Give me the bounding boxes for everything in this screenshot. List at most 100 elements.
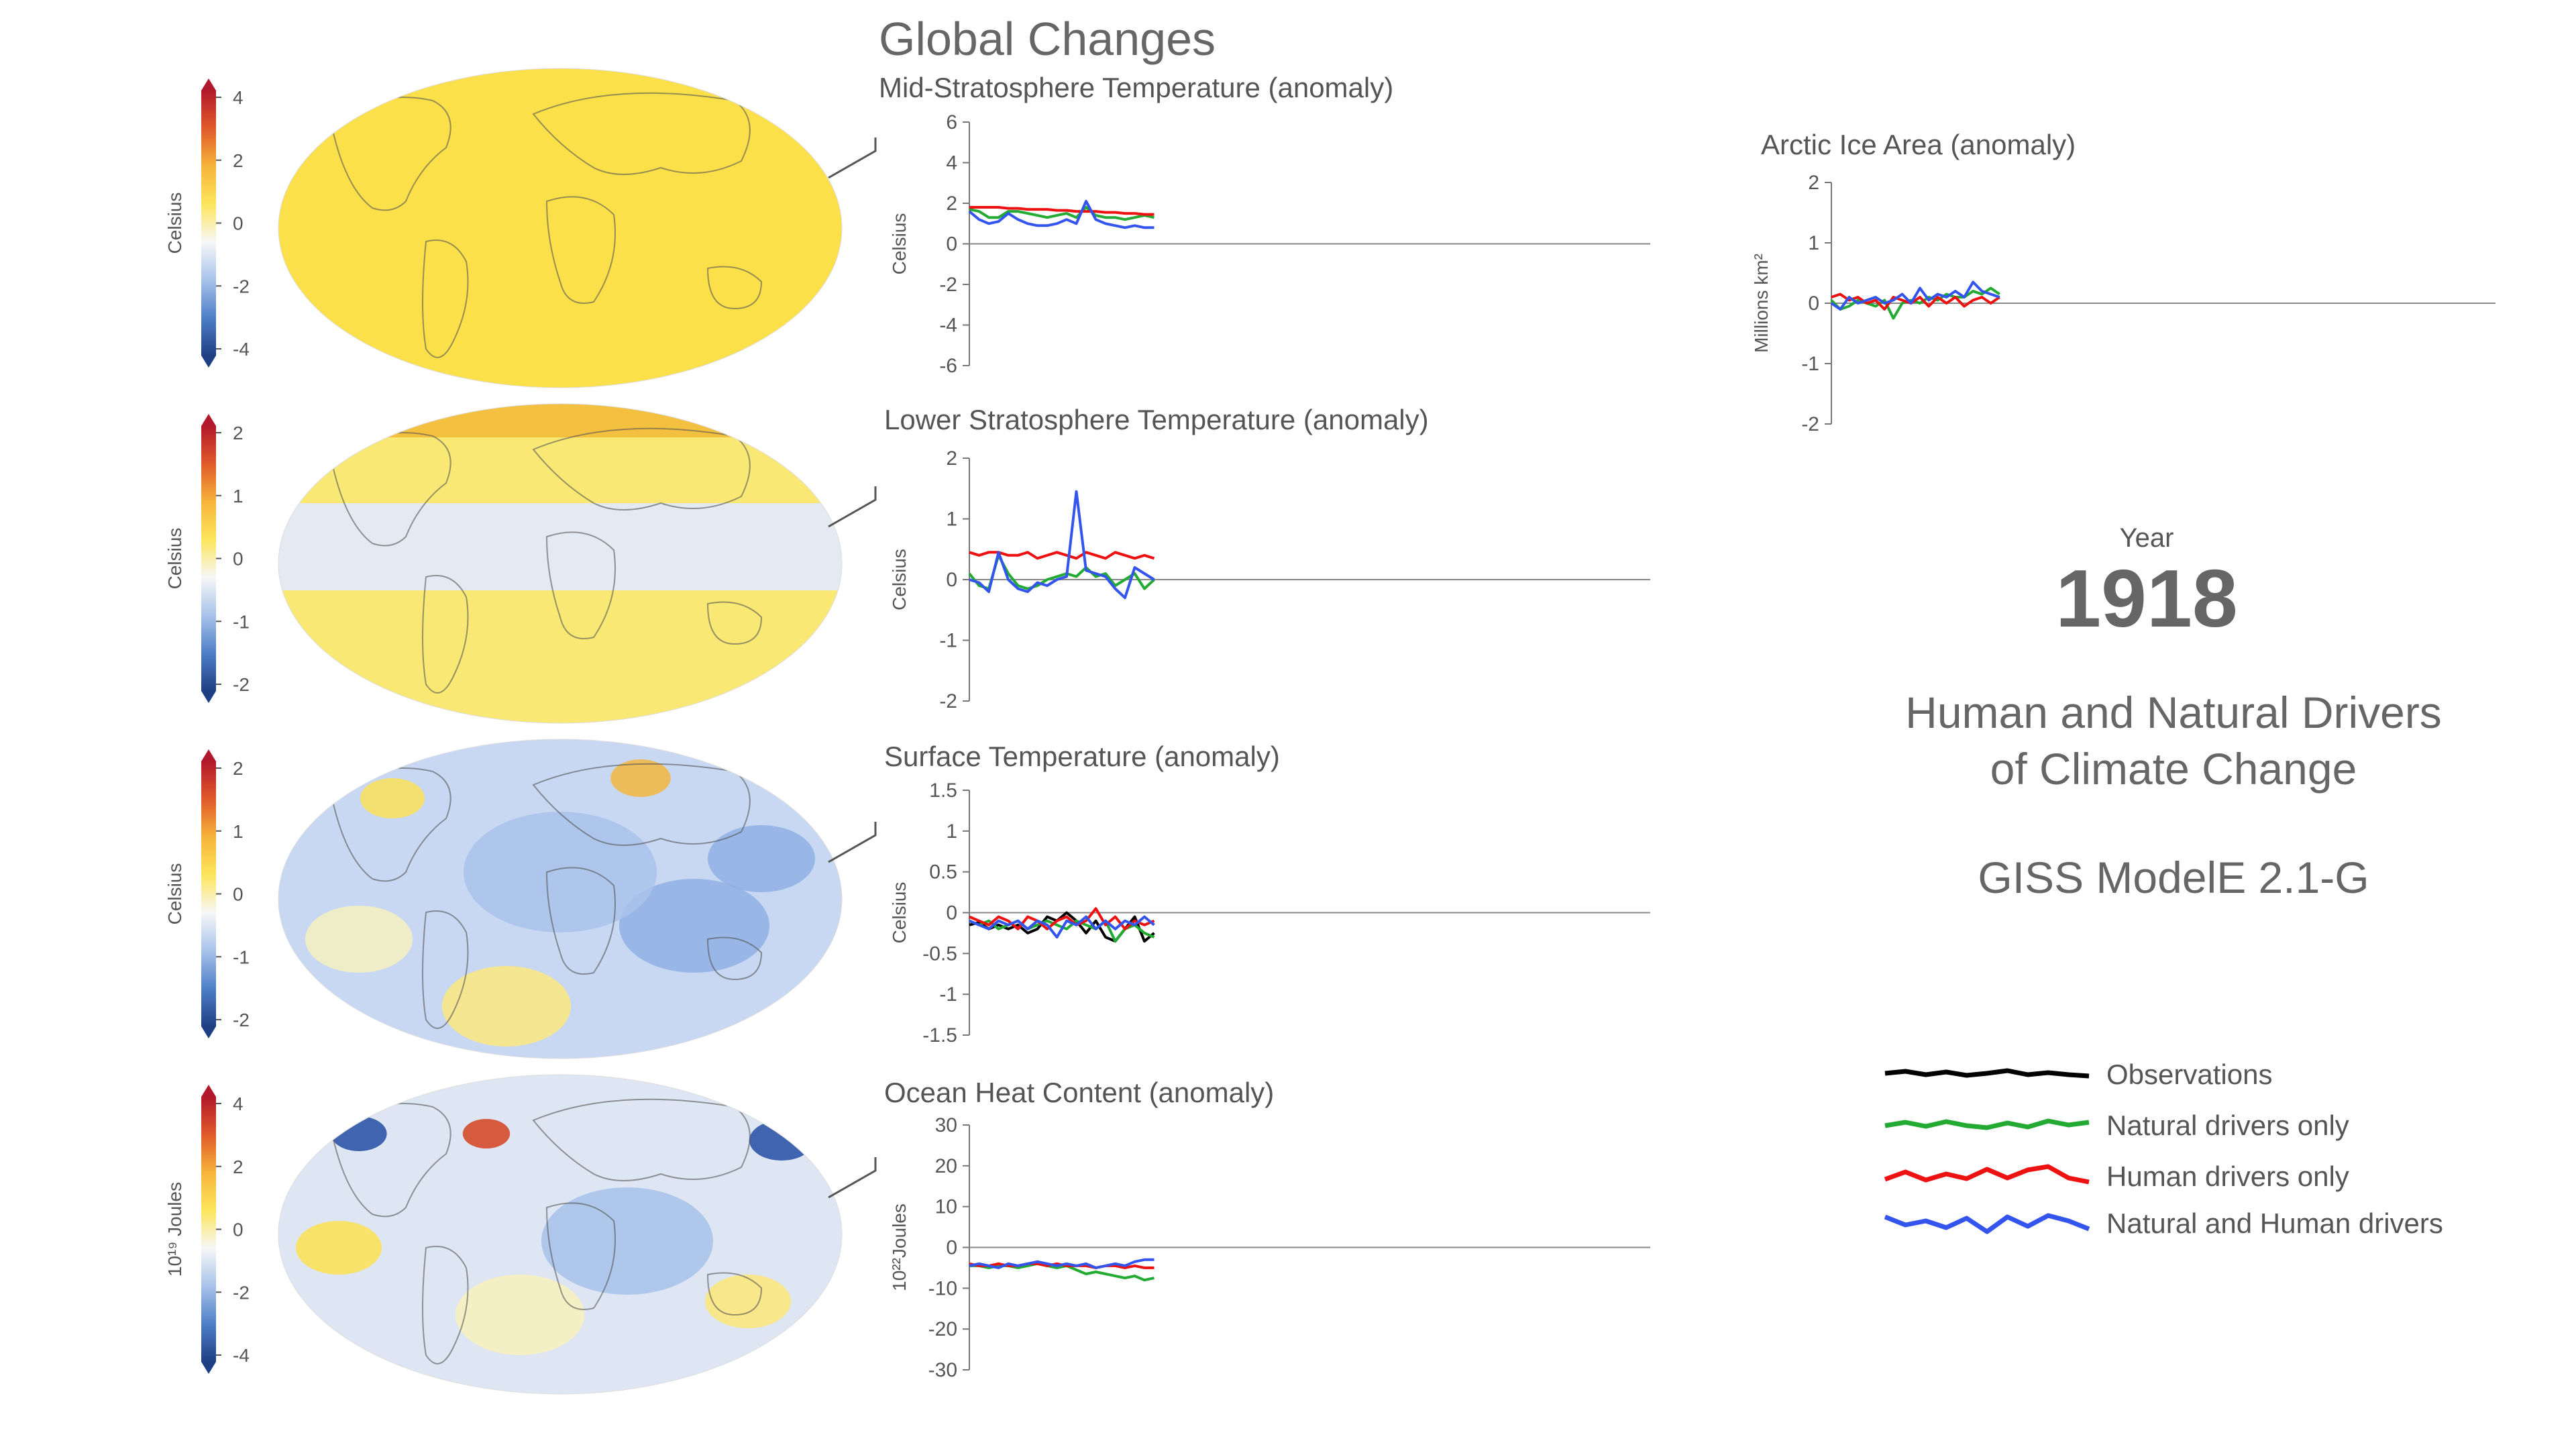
colorbar-tick: 0: [233, 884, 244, 905]
chart-title: Arctic Ice Area (anomaly): [1761, 129, 2076, 160]
subtitle-line-1: Human and Natural Drivers: [1905, 688, 2442, 737]
y-axis-label: Celsius: [889, 549, 910, 610]
legend-swatch: [1884, 1118, 2090, 1130]
leader-line: [828, 1157, 877, 1199]
chart-title: Ocean Heat Content (anomaly): [884, 1077, 1274, 1108]
model-name: GISS ModelE 2.1-G: [1978, 853, 2369, 902]
colorbar-tick: 2: [233, 1157, 244, 1177]
chart-2: Lower Stratosphere Temperature (anomaly)…: [884, 404, 1650, 712]
y-tick-label: 1.5: [929, 780, 957, 802]
colorbar-tick: 2: [233, 150, 244, 171]
y-axis-label: Celsius: [889, 213, 910, 275]
y-tick-label: 2: [946, 193, 957, 215]
legend-label-natural-human: Natural and Human drivers: [2106, 1208, 2443, 1239]
chart-title: Surface Temperature (anomaly): [884, 741, 1280, 772]
y-axis-label: Millions km²: [1751, 254, 1772, 353]
y-tick-label: -1.5: [922, 1024, 957, 1046]
subtitle: Human and Natural Drivers of Climate Cha…: [1811, 684, 2536, 797]
y-tick-label: 2: [1808, 172, 1819, 194]
colorbar: [201, 761, 216, 1026]
series-line-natural-and-human-drivers: [968, 200, 1155, 229]
colorbar-tick: 2: [233, 423, 244, 443]
series-line-natural-and-human-drivers: [1830, 280, 2000, 311]
colorbar-tick: 1: [233, 486, 244, 506]
leader-line: [828, 822, 877, 863]
leader-line: [828, 138, 877, 179]
y-axis-label: 10²²Joules: [889, 1203, 910, 1291]
year-value: 1918: [2055, 553, 2238, 644]
colorbar-tick: -2: [233, 1010, 250, 1030]
colorbar-tick: 1: [233, 821, 244, 842]
y-tick-label: 6: [946, 111, 957, 133]
map-panel-1: 4 2 0 -2 -4 Celsius: [164, 68, 877, 388]
legend-swatch: [1884, 1213, 2090, 1234]
chart-title: Mid-Stratosphere Temperature (anomaly): [879, 72, 1393, 103]
y-tick-label: -2: [939, 690, 957, 712]
y-tick-label: 0.5: [929, 861, 957, 883]
legend-label-natural: Natural drivers only: [2106, 1110, 2349, 1141]
colorbar-unit-label: Celsius: [164, 863, 185, 925]
map-panel-4: 4 2 0 -2 -4 10¹⁹ Joules: [164, 1074, 877, 1395]
colorbar-cap-bottom: [201, 1362, 216, 1374]
map-surface: [278, 1075, 842, 1394]
map-panel-2: 2 1 0 -1 -2 Celsius: [164, 403, 877, 724]
y-tick-label: 30: [935, 1114, 957, 1136]
colorbar-tick: -2: [233, 276, 250, 297]
chart-title: Lower Stratosphere Temperature (anomaly): [884, 404, 1429, 435]
map-surface: [278, 739, 842, 1059]
colorbar-tick: -4: [233, 339, 250, 360]
legend-swatch: [1884, 1068, 2090, 1079]
series-line-natural-and-human-drivers: [969, 490, 1155, 600]
colorbar-tick: -4: [233, 1345, 250, 1366]
colorbar-cap-top: [201, 78, 216, 91]
legend: Observations Natural drivers only Human …: [1878, 1053, 2549, 1268]
colorbar-tick: 0: [233, 549, 244, 570]
series-line-natural-and-human-drivers: [969, 1258, 1155, 1269]
map-surface: [278, 404, 842, 723]
colorbar-tick: 0: [233, 213, 244, 234]
y-tick-label: 0: [946, 569, 957, 591]
colorbar: [201, 1097, 216, 1362]
colorbar-cap-top: [201, 1085, 216, 1097]
year-label: Year: [2119, 523, 2174, 553]
y-axis-label: Celsius: [889, 882, 910, 944]
leader-line: [828, 486, 877, 528]
y-tick-label: 0: [946, 1237, 957, 1259]
chart-3: Surface Temperature (anomaly) 1.5 1 0.5 0 -0.…: [884, 741, 1650, 1046]
y-tick-label: -10: [928, 1277, 957, 1299]
legend-label-human: Human drivers only: [2106, 1161, 2349, 1192]
subtitle-line-2: of Climate Change: [1990, 744, 2357, 794]
legend-swatches: [1884, 1068, 2090, 1234]
colorbar-tick: -1: [233, 947, 250, 967]
y-tick-label: 10: [935, 1196, 957, 1218]
y-tick-label: -0.5: [922, 943, 957, 965]
series-line-natural-and-human-drivers: [969, 915, 1155, 938]
colorbar-tick: 0: [233, 1220, 244, 1240]
colorbar-unit-label: Celsius: [164, 528, 185, 590]
y-tick-label: 0: [946, 233, 957, 256]
y-tick-label: 2: [946, 447, 957, 470]
page-title: Global Changes: [879, 13, 1216, 65]
y-tick-label: 1: [1808, 232, 1819, 254]
colorbar-tick: 2: [233, 758, 244, 779]
chart-4: Ocean Heat Content (anomaly) 30 20 10 0 -10 -2…: [884, 1077, 1650, 1381]
colorbar-tick: 4: [233, 1093, 244, 1114]
series-line-human-drivers-only: [1831, 292, 2000, 311]
y-tick-label: -2: [1801, 413, 1819, 435]
y-tick-label: -1: [939, 983, 957, 1006]
colorbar: [201, 426, 216, 691]
colorbar-tick: -2: [233, 674, 250, 695]
colorbar-tick: 4: [233, 87, 244, 108]
legend-label-observations: Observations: [2106, 1059, 2273, 1090]
y-tick-label: -2: [939, 274, 957, 296]
map-surface: [278, 68, 842, 388]
series-line-natural-drivers-only: [969, 206, 1155, 221]
colorbar-cap-bottom: [201, 1026, 216, 1038]
colorbar-tick: -2: [233, 1282, 250, 1303]
y-tick-label: 0: [1808, 292, 1819, 315]
y-tick-label: 1: [946, 508, 957, 531]
y-tick-label: 1: [946, 820, 957, 843]
colorbar-unit-label: 10¹⁹ Joules: [164, 1182, 185, 1277]
y-tick-label: -4: [939, 315, 957, 337]
series-line-human-drivers-only: [969, 206, 1155, 216]
